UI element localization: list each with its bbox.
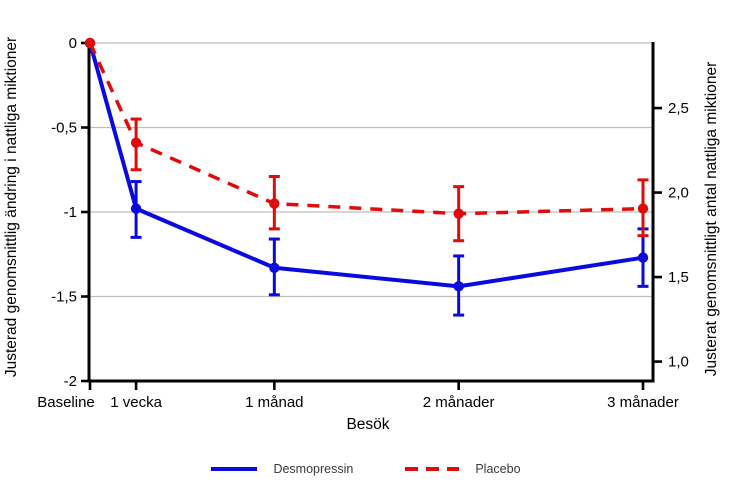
legend: Desmopressin Placebo <box>0 462 732 476</box>
series-placebo-line <box>88 42 644 216</box>
y-tick-label: 0 <box>69 35 77 52</box>
y-tick-label: -1,5 <box>51 289 77 306</box>
x-tick-label: 1 vecka <box>110 394 162 411</box>
x-tick-label: 3 månader <box>607 394 679 411</box>
series-placebo-marker <box>84 37 96 49</box>
y2-tick-label: 2,0 <box>668 185 689 202</box>
series-desmopressin-line <box>88 42 644 289</box>
y2-tick-label: 2,5 <box>668 100 689 117</box>
y-tick-label: -0,5 <box>51 120 77 137</box>
series-desmopressin-marker <box>269 262 280 273</box>
desmopressin-line-sample <box>211 467 258 471</box>
series-placebo-marker <box>637 203 649 214</box>
x-tick-label: 2 månader <box>423 394 495 411</box>
series-placebo-marker <box>269 198 280 209</box>
left-axis-title: Justerad genomsnittlig ändring i nattlig… <box>3 36 20 378</box>
x-tick-label: Baseline <box>37 394 95 411</box>
series-placebo-marker <box>130 137 142 148</box>
y-tick-label: -2 <box>64 373 77 390</box>
legend-label-placebo: Placebo <box>475 462 521 476</box>
legend-item-desmopressin: Desmopressin <box>211 462 353 476</box>
series-desmopressin-marker <box>453 281 464 292</box>
series-desmopressin-marker <box>637 252 649 263</box>
legend-label-desmopressin: Desmopressin <box>273 462 354 476</box>
y2-tick-label: 1,0 <box>668 354 689 371</box>
series-placebo-marker <box>453 208 464 219</box>
y-tick-label: -1 <box>64 204 77 221</box>
placebo-line-sample <box>405 467 460 471</box>
x-tick-label: 1 månad <box>245 394 303 411</box>
right-axis-title: Justerat genomsnittligt antal nattliga m… <box>703 61 720 377</box>
legend-item-placebo: Placebo <box>405 462 521 476</box>
x-axis-title: Besök <box>346 416 390 433</box>
series-desmopressin-marker <box>130 203 142 214</box>
y2-tick-label: 1,5 <box>668 269 689 286</box>
